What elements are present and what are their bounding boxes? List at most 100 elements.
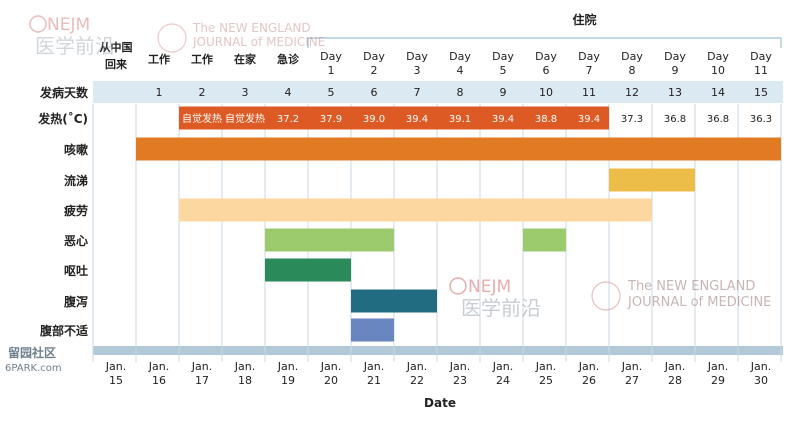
date-tick-month: Jan.	[449, 360, 470, 373]
day-header-line: 7	[586, 64, 593, 77]
row-label: 发病天数	[39, 85, 89, 100]
medicine-seal-icon	[591, 281, 621, 311]
fever-value: 自觉发热	[182, 112, 222, 125]
illness-day-number: 9	[500, 86, 507, 99]
journal-line1: The NEW ENGLAND	[192, 21, 311, 35]
day-header-line: 工作	[148, 52, 170, 66]
date-tick-day: 19	[281, 374, 295, 387]
date-tick-month: Jan.	[535, 360, 556, 373]
date-tick-day: 22	[410, 374, 424, 387]
row-label: 咳嗽	[64, 142, 88, 157]
day-header-line: 在家	[234, 52, 257, 66]
journal-line2: JOURNAL of MEDICINE	[192, 35, 325, 49]
day-header-line: 从中国	[100, 40, 133, 54]
nejm-text: NEJM	[47, 15, 90, 35]
illness-day-number: 13	[668, 86, 682, 99]
day-header-line: Day	[707, 50, 729, 63]
medicine-seal-icon	[157, 23, 187, 53]
day-header-line: Day	[406, 50, 428, 63]
day-header-line: 8	[629, 64, 636, 77]
day-header-line: 9	[672, 64, 679, 77]
illness-day-number: 4	[285, 86, 292, 99]
journal-line1: The NEW ENGLAND	[627, 279, 755, 294]
symptom-bars	[136, 106, 781, 342]
row-label: 恶心	[64, 234, 88, 248]
site-watermark: 留园社区 6PARK.com	[5, 345, 62, 374]
date-tick-day: 17	[195, 374, 209, 387]
fever-value: 37.3	[621, 114, 643, 125]
fever-value: 36.8	[707, 114, 729, 125]
illness-day-number: 10	[539, 86, 553, 99]
date-tick-month: Jan.	[191, 360, 212, 373]
illness-day-number: 11	[582, 86, 596, 99]
date-tick-day: 18	[238, 374, 252, 387]
date-tick-day: 27	[625, 374, 639, 387]
date-tick-day: 20	[324, 374, 338, 387]
day-header-line: 急诊	[277, 52, 300, 66]
fever-value: 39.4	[406, 114, 428, 125]
illness-day-band	[93, 81, 783, 103]
illness-day-number: 12	[625, 86, 639, 99]
day-header-line: 2	[371, 64, 378, 77]
date-axis-band	[93, 346, 783, 355]
symptom-bar	[609, 168, 695, 192]
date-tick-day: 26	[582, 374, 596, 387]
date-tick-day: 15	[109, 374, 123, 387]
day-header-line: Day	[535, 50, 557, 63]
date-tick-day: 28	[668, 374, 682, 387]
date-tick-day: 21	[367, 374, 381, 387]
fever-value: 36.3	[750, 114, 772, 125]
day-header-line: 工作	[191, 52, 213, 66]
date-tick-day: 23	[453, 374, 467, 387]
date-tick-month: Jan.	[277, 360, 298, 373]
grid-lines	[92, 37, 783, 362]
yixue-text: 医学前沿	[461, 296, 541, 320]
fever-value: 39.4	[578, 114, 600, 125]
illness-day-number: 6	[371, 86, 378, 99]
date-tick-month: Jan.	[320, 360, 341, 373]
date-tick-day: 29	[711, 374, 725, 387]
illness-day-number: 8	[457, 86, 464, 99]
site-name: 留园社区	[8, 345, 56, 360]
day-header-line: Day	[492, 50, 514, 63]
fever-value: 自觉发热	[225, 112, 265, 125]
day-header-line: Day	[621, 50, 643, 63]
date-tick-month: Jan.	[148, 360, 169, 373]
date-tick-month: Jan.	[492, 360, 513, 373]
date-tick-month: Jan.	[105, 360, 126, 373]
day-header-line: 11	[754, 64, 768, 77]
day-header-line: Day	[664, 50, 686, 63]
day-header-line: 1	[328, 64, 335, 77]
nejm-logo-icon	[29, 15, 47, 33]
nejm-watermark-top: NEJM 医学前沿 The NEW ENGLAND JOURNAL of MED…	[29, 15, 325, 58]
row-label: 发热(˚C)	[37, 111, 88, 126]
day-header-line: 4	[457, 64, 464, 77]
symptom-bar	[523, 228, 566, 252]
journal-line2: JOURNAL of MEDICINE	[627, 295, 771, 310]
hospital-bracket	[307, 37, 782, 48]
date-tick-month: Jan.	[234, 360, 255, 373]
symptom-bar	[179, 198, 652, 222]
date-tick-month: Jan.	[363, 360, 384, 373]
site-url: 6PARK.com	[5, 363, 62, 374]
date-tick-day: 30	[754, 374, 768, 387]
illness-day-number: 15	[754, 86, 768, 99]
illness-day-number: 2	[199, 86, 206, 99]
day-header-line: 6	[543, 64, 550, 77]
row-label: 流涕	[64, 173, 88, 188]
symptom-bar	[265, 228, 394, 252]
x-axis-label: Date	[424, 396, 456, 410]
date-tick-day: 16	[152, 374, 166, 387]
day-header-line: 10	[711, 64, 725, 77]
day-header-line: 回来	[105, 57, 128, 71]
day-header-line: Day	[449, 50, 471, 63]
fever-value: 36.8	[664, 114, 686, 125]
illness-day-number: 1	[156, 86, 163, 99]
date-tick-month: Jan.	[578, 360, 599, 373]
date-tick-day: 25	[539, 374, 553, 387]
date-tick-month: Jan.	[707, 360, 728, 373]
row-label: 呕吐	[64, 263, 88, 278]
day-header-line: Day	[320, 50, 342, 63]
yixue-text: 医学前沿	[35, 34, 115, 58]
